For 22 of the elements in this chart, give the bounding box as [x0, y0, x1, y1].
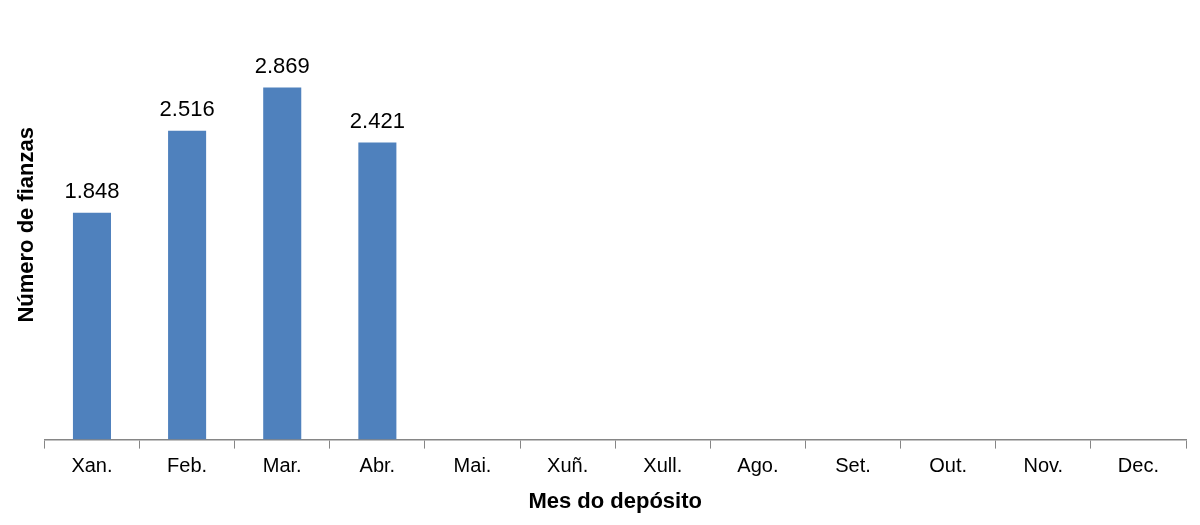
x-tick-label: Xan. [71, 454, 113, 477]
bar [168, 130, 207, 440]
data-label: 2.516 [159, 95, 215, 121]
data-label: 2.869 [254, 52, 310, 78]
x-tick-label: Mai. [453, 454, 492, 477]
x-tick-label: Set. [835, 454, 871, 477]
bar [72, 212, 111, 440]
data-label: 2.421 [349, 107, 405, 133]
x-tick-label: Xull. [643, 454, 683, 477]
bar [263, 87, 302, 440]
x-tick-label: Nov. [1023, 454, 1064, 477]
x-axis-title: Mes do depósito [528, 487, 702, 513]
x-tick-label: Mar. [262, 454, 302, 477]
x-tick-label: Dec. [1117, 454, 1159, 477]
x-tick-label: Out. [929, 454, 968, 477]
x-tick-label: Feb. [167, 454, 208, 477]
x-tick-label: Xuñ. [547, 454, 589, 477]
data-label: 1.848 [64, 177, 120, 203]
x-tick-label: Abr. [359, 454, 396, 477]
bar [358, 142, 397, 440]
x-tick-label: Ago. [737, 454, 779, 477]
y-axis-title: Número de fianzas [13, 127, 39, 323]
